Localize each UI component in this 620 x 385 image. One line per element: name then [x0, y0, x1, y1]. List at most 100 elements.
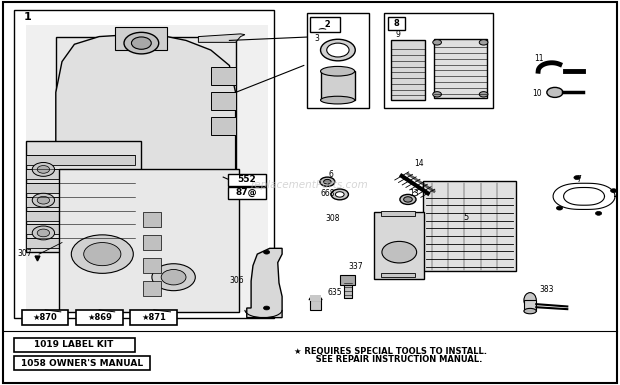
- Circle shape: [574, 176, 580, 179]
- Circle shape: [331, 189, 348, 200]
- Text: 308: 308: [326, 214, 340, 223]
- Bar: [26, 155, 135, 165]
- Bar: [14, 10, 274, 318]
- Bar: [310, 17, 340, 32]
- Bar: [76, 310, 123, 325]
- Ellipse shape: [524, 293, 536, 308]
- Text: replacementParts.com: replacementParts.com: [251, 180, 369, 190]
- Bar: [391, 40, 425, 100]
- Bar: [228, 174, 266, 186]
- Bar: [26, 197, 135, 207]
- Circle shape: [479, 40, 488, 45]
- Circle shape: [32, 162, 55, 176]
- Text: 635: 635: [327, 288, 342, 297]
- Bar: [321, 71, 355, 100]
- Bar: [26, 169, 135, 179]
- Text: 10: 10: [532, 89, 542, 98]
- Circle shape: [37, 196, 50, 204]
- Circle shape: [131, 37, 151, 49]
- Bar: [211, 67, 236, 85]
- Text: 552: 552: [237, 175, 256, 184]
- Bar: [340, 275, 355, 285]
- Text: 306: 306: [229, 276, 244, 285]
- Text: 6: 6: [329, 169, 334, 179]
- Circle shape: [264, 250, 270, 254]
- Ellipse shape: [321, 96, 355, 104]
- Bar: [381, 273, 415, 277]
- Bar: [143, 281, 161, 296]
- Bar: [211, 117, 236, 135]
- Ellipse shape: [321, 67, 355, 76]
- Circle shape: [32, 193, 55, 207]
- Bar: [307, 13, 369, 108]
- Bar: [524, 300, 536, 311]
- Circle shape: [327, 43, 349, 57]
- Bar: [59, 169, 239, 312]
- Bar: [310, 300, 321, 310]
- Circle shape: [479, 92, 488, 97]
- Bar: [26, 183, 135, 193]
- Circle shape: [595, 211, 601, 215]
- Text: 1019 LABEL KIT: 1019 LABEL KIT: [34, 340, 114, 350]
- Text: 13: 13: [409, 189, 419, 198]
- Bar: [310, 295, 321, 301]
- Bar: [381, 211, 415, 216]
- Text: ★871: ★871: [141, 313, 166, 322]
- Circle shape: [547, 87, 563, 97]
- Bar: [423, 181, 516, 271]
- Bar: [344, 277, 352, 298]
- Bar: [26, 211, 135, 221]
- Bar: [384, 13, 493, 108]
- Bar: [143, 212, 161, 227]
- Bar: [14, 356, 150, 370]
- Bar: [388, 17, 405, 30]
- Text: ★870: ★870: [33, 313, 57, 322]
- Text: SEE REPAIR INSTRUCTION MANUAL.: SEE REPAIR INSTRUCTION MANUAL.: [307, 355, 482, 365]
- Bar: [143, 258, 161, 273]
- Text: 3: 3: [314, 34, 319, 43]
- Bar: [26, 141, 141, 252]
- Circle shape: [161, 270, 186, 285]
- Circle shape: [611, 189, 617, 192]
- Bar: [143, 235, 161, 250]
- Text: 11: 11: [534, 54, 544, 63]
- Circle shape: [320, 177, 335, 186]
- Circle shape: [335, 192, 344, 197]
- Polygon shape: [198, 34, 245, 42]
- Bar: [130, 310, 177, 325]
- Circle shape: [324, 179, 331, 184]
- Bar: [115, 27, 167, 50]
- Circle shape: [400, 194, 416, 204]
- Bar: [211, 92, 236, 110]
- Text: 307: 307: [17, 249, 32, 258]
- Circle shape: [382, 241, 417, 263]
- Text: 7: 7: [577, 174, 582, 184]
- Bar: [26, 238, 135, 248]
- Text: 87@: 87@: [236, 188, 257, 198]
- Ellipse shape: [524, 308, 536, 314]
- Text: ★869: ★869: [87, 313, 112, 322]
- Text: 8: 8: [393, 18, 399, 28]
- Polygon shape: [247, 248, 282, 318]
- Circle shape: [124, 32, 159, 54]
- Circle shape: [152, 264, 195, 291]
- Text: 1058 OWNER'S MANUAL: 1058 OWNER'S MANUAL: [21, 358, 143, 368]
- Bar: [22, 310, 68, 325]
- Circle shape: [433, 40, 441, 45]
- Circle shape: [404, 197, 412, 202]
- Text: 337: 337: [348, 262, 363, 271]
- Bar: [26, 25, 268, 312]
- Bar: [434, 38, 487, 98]
- Bar: [228, 187, 266, 199]
- Bar: [14, 338, 135, 352]
- Circle shape: [264, 306, 270, 310]
- Text: 5: 5: [464, 213, 469, 222]
- Circle shape: [37, 166, 50, 173]
- Text: ⁔2: ⁔2: [319, 19, 331, 29]
- Polygon shape: [56, 35, 236, 173]
- Text: 1: 1: [24, 12, 31, 22]
- Bar: [56, 37, 236, 173]
- Circle shape: [71, 235, 133, 273]
- Circle shape: [556, 206, 562, 210]
- Circle shape: [433, 92, 441, 97]
